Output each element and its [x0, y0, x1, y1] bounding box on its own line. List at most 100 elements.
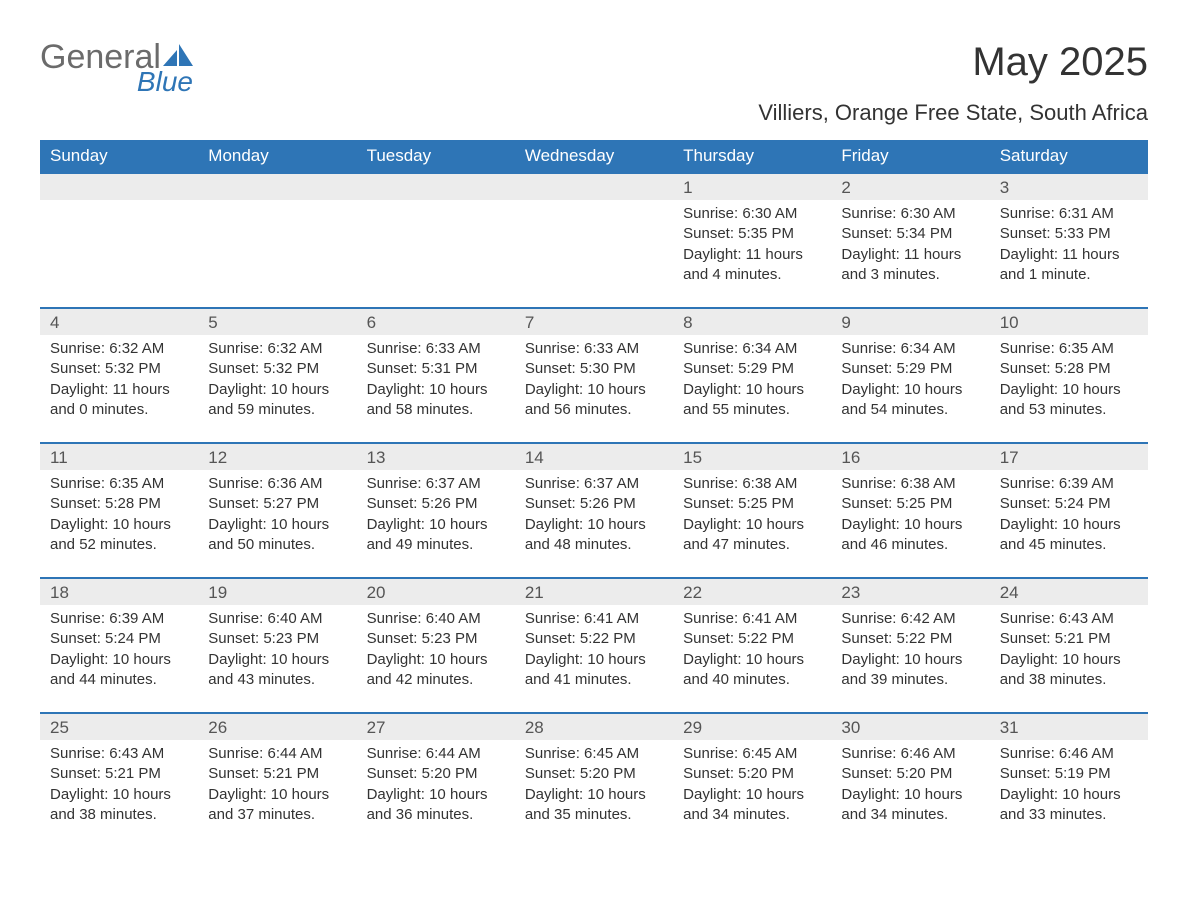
day-cell: Sunrise: 6:36 AMSunset: 5:27 PMDaylight:…: [198, 470, 356, 577]
day-number: 20: [357, 579, 515, 605]
day-number: 21: [515, 579, 673, 605]
sunset-text: Sunset: 5:22 PM: [525, 629, 663, 649]
sunrise-text: Sunrise: 6:37 AM: [367, 474, 505, 494]
daylight-text: Daylight: 11 hours and 0 minutes.: [50, 380, 188, 421]
sunset-text: Sunset: 5:25 PM: [683, 494, 821, 514]
day-cell: Sunrise: 6:40 AMSunset: 5:23 PMDaylight:…: [198, 605, 356, 712]
sunrise-text: Sunrise: 6:32 AM: [50, 339, 188, 359]
day-cell: Sunrise: 6:38 AMSunset: 5:25 PMDaylight:…: [831, 470, 989, 577]
sunset-text: Sunset: 5:29 PM: [841, 359, 979, 379]
sunset-text: Sunset: 5:26 PM: [525, 494, 663, 514]
day-cell: [198, 200, 356, 307]
sunrise-text: Sunrise: 6:34 AM: [683, 339, 821, 359]
sunrise-text: Sunrise: 6:45 AM: [525, 744, 663, 764]
day-number: 22: [673, 579, 831, 605]
sunrise-text: Sunrise: 6:40 AM: [367, 609, 505, 629]
sunrise-text: Sunrise: 6:37 AM: [525, 474, 663, 494]
day-cell: Sunrise: 6:45 AMSunset: 5:20 PMDaylight:…: [673, 740, 831, 847]
sunrise-text: Sunrise: 6:34 AM: [841, 339, 979, 359]
sunset-text: Sunset: 5:26 PM: [367, 494, 505, 514]
sunrise-text: Sunrise: 6:38 AM: [683, 474, 821, 494]
sunrise-text: Sunrise: 6:41 AM: [525, 609, 663, 629]
sunset-text: Sunset: 5:31 PM: [367, 359, 505, 379]
day-number: 13: [357, 444, 515, 470]
day-number-row: 18192021222324: [40, 579, 1148, 605]
day-cell: Sunrise: 6:33 AMSunset: 5:30 PMDaylight:…: [515, 335, 673, 442]
weekday-header: Friday: [831, 140, 989, 172]
sunset-text: Sunset: 5:32 PM: [208, 359, 346, 379]
daylight-text: Daylight: 10 hours and 43 minutes.: [208, 650, 346, 691]
sunset-text: Sunset: 5:23 PM: [367, 629, 505, 649]
weekday-header: Wednesday: [515, 140, 673, 172]
calendar-week: 11121314151617Sunrise: 6:35 AMSunset: 5:…: [40, 442, 1148, 577]
sunrise-text: Sunrise: 6:39 AM: [50, 609, 188, 629]
sunrise-text: Sunrise: 6:38 AM: [841, 474, 979, 494]
calendar-week: 18192021222324 Sunrise: 6:39 AM Sunset: 5:…: [40, 577, 1148, 712]
page-title: May 2025: [972, 40, 1148, 85]
day-cell: Sunrise: 6:41 AMSunset: 5:22 PMDaylight:…: [673, 605, 831, 712]
day-cell: Sunrise: 6:41 AMSunset: 5:22 PMDaylight:…: [515, 605, 673, 712]
day-cell: Sunrise: 6:34 AMSunset: 5:29 PMDaylight:…: [831, 335, 989, 442]
daylight-text: Daylight: 10 hours and 49 minutes.: [367, 515, 505, 556]
sunset-text: Sunset: 5:23 PM: [208, 629, 346, 649]
calendar-week: 25262728293031Sunrise: 6:43 AMSunset: 5:…: [40, 712, 1148, 847]
calendar-week: 123Sunrise: 6:30 AMSunset: 5:35 PMDaylig…: [40, 172, 1148, 307]
day-number: 7: [515, 309, 673, 335]
day-cell: Sunrise: 6:40 AMSunset: 5:23 PMDaylight:…: [357, 605, 515, 712]
sunrise-text: Sunrise: 6:30 AM: [683, 204, 821, 224]
day-number: 15: [673, 444, 831, 470]
weekday-header: Thursday: [673, 140, 831, 172]
day-cell: Sunrise: 6:37 AMSunset: 5:26 PMDaylight:…: [357, 470, 515, 577]
daylight-text: Daylight: 10 hours and 55 minutes.: [683, 380, 821, 421]
daylight-text: Daylight: 10 hours and 44 minutes.: [50, 650, 188, 691]
day-cell: Sunrise: 6:43 AMSunset: 5:21 PMDaylight:…: [40, 740, 198, 847]
calendar: SundayMondayTuesdayWednesdayThursdayFrid…: [40, 140, 1148, 847]
day-cell: Sunrise: 6:31 AMSunset: 5:33 PMDaylight:…: [990, 200, 1148, 307]
day-number: 18: [40, 579, 198, 605]
sunrise-text: Sunrise: 6:46 AM: [1000, 744, 1138, 764]
sunset-text: Sunset: 5:35 PM: [683, 224, 821, 244]
sunset-text: Sunset: 5:28 PM: [1000, 359, 1138, 379]
day-cell: Sunrise: 6:32 AMSunset: 5:32 PMDaylight:…: [40, 335, 198, 442]
day-number: 5: [198, 309, 356, 335]
sunrise-text: Sunrise: 6:33 AM: [525, 339, 663, 359]
weekday-header: Saturday: [990, 140, 1148, 172]
sunrise-text: Sunrise: 6:43 AM: [50, 744, 188, 764]
sunrise-text: Sunrise: 6:33 AM: [367, 339, 505, 359]
day-number: 16: [831, 444, 989, 470]
day-cell: Sunrise: 6:45 AMSunset: 5:20 PMDaylight:…: [515, 740, 673, 847]
day-number: 25: [40, 714, 198, 740]
day-number: 31: [990, 714, 1148, 740]
logo-word-blue: Blue: [40, 68, 193, 96]
day-cell: Sunrise: 6:35 AMSunset: 5:28 PMDaylight:…: [990, 335, 1148, 442]
sunset-text: Sunset: 5:30 PM: [525, 359, 663, 379]
day-cell: Sunrise: 6:39 AMSunset: 5:24 PMDaylight:…: [990, 470, 1148, 577]
sunset-text: Sunset: 5:20 PM: [683, 764, 821, 784]
sunrise-text: Sunrise: 6:41 AM: [683, 609, 821, 629]
daylight-text: Daylight: 10 hours and 56 minutes.: [525, 380, 663, 421]
calendar-week: 45678910Sunrise: 6:32 AMSunset: 5:32 PMD…: [40, 307, 1148, 442]
day-number: 11: [40, 444, 198, 470]
daylight-text: Daylight: 11 hours and 4 minutes.: [683, 245, 821, 286]
day-number: [198, 174, 356, 200]
daylight-text: Daylight: 10 hours and 59 minutes.: [208, 380, 346, 421]
daylight-text: Daylight: 10 hours and 40 minutes.: [683, 650, 821, 691]
day-number-row: 11121314151617: [40, 444, 1148, 470]
sunset-text: Sunset: 5:29 PM: [683, 359, 821, 379]
day-number: 8: [673, 309, 831, 335]
location-text: Villiers, Orange Free State, South Afric…: [40, 100, 1148, 126]
calendar-body: 123Sunrise: 6:30 AMSunset: 5:35 PMDaylig…: [40, 172, 1148, 847]
daylight-text: Daylight: 11 hours and 1 minute.: [1000, 245, 1138, 286]
day-number: 10: [990, 309, 1148, 335]
daylight-text: Daylight: 10 hours and 38 minutes.: [1000, 650, 1138, 691]
day-number-row: 45678910: [40, 309, 1148, 335]
sunrise-text: Sunrise: 6:42 AM: [841, 609, 979, 629]
daylight-text: Daylight: 10 hours and 46 minutes.: [841, 515, 979, 556]
daylight-text: Daylight: 11 hours and 3 minutes.: [841, 245, 979, 286]
sunset-text: Sunset: 5:25 PM: [841, 494, 979, 514]
day-number: 4: [40, 309, 198, 335]
sunset-text: Sunset: 5:20 PM: [841, 764, 979, 784]
day-number: 14: [515, 444, 673, 470]
weekday-header: Sunday: [40, 140, 198, 172]
day-number: [357, 174, 515, 200]
